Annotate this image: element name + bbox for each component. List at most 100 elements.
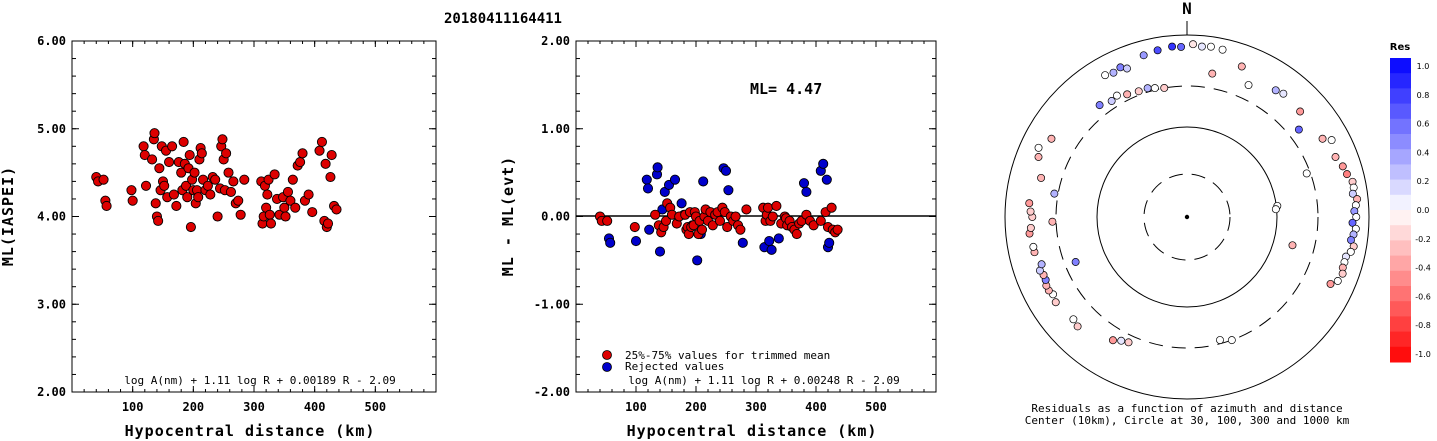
station-point — [178, 136, 189, 147]
ylabel-middle: ML - ML(evt) — [499, 156, 517, 276]
station-residual-point — [1237, 62, 1246, 71]
y-tick-label: 2.00 — [541, 34, 570, 48]
colorbar-ticks: 1.0 0.8 0.6 0.4 0.2 0.0 -0.2 -0.4 -0.6 -0.8 -1.0 — [1415, 62, 1431, 359]
y-tick-label: 4.00 — [37, 210, 66, 224]
station-residual-point — [1338, 269, 1347, 278]
colorbar-cell — [1390, 331, 1411, 348]
trimmed-point — [650, 209, 661, 220]
station-point — [265, 218, 277, 229]
station-residual-point — [1123, 90, 1132, 99]
station-point — [140, 180, 152, 191]
formula-middle: log A(nm) + 1.11 log R + 0.00248 R - 2.0… — [628, 374, 900, 387]
station-point — [147, 154, 158, 165]
colorbar-tick-label: 0.6 — [1417, 120, 1430, 129]
xlabel-left: Hypocentral distance (km) — [125, 422, 376, 440]
rejected-point — [641, 174, 652, 185]
station-residual-point — [1348, 189, 1357, 198]
rejected-point — [676, 198, 687, 209]
station-residual-point — [1108, 336, 1117, 345]
rejected-point — [692, 255, 703, 266]
colorbar-cell — [1390, 286, 1411, 302]
station-residual-point — [1069, 315, 1078, 324]
station-residual-point — [1047, 134, 1056, 143]
station-residual-point — [1026, 207, 1035, 216]
station-point — [185, 221, 196, 233]
trimmed-point — [741, 204, 752, 215]
xlabel-middle: Hypocentral distance (km) — [627, 422, 878, 440]
x-tick-label: 200 — [182, 400, 204, 414]
station-residual-point — [1271, 86, 1280, 95]
station-residual-point — [1346, 247, 1355, 256]
rejected-point — [642, 183, 654, 194]
trimmed-point — [629, 221, 640, 233]
station-point — [212, 211, 223, 222]
station-point — [196, 148, 207, 159]
station-point — [285, 195, 296, 206]
colorbar-tick-label: 0.2 — [1417, 177, 1430, 186]
colorbar-title: Res — [1390, 42, 1410, 53]
rejected-point — [723, 185, 734, 196]
station-point — [153, 215, 164, 226]
trimmed-point — [767, 211, 778, 222]
station-point — [127, 195, 138, 206]
station-residual-point — [1134, 87, 1143, 96]
legend-marker-rejected — [602, 362, 612, 372]
station-point — [331, 204, 342, 215]
station-point — [233, 195, 244, 206]
station-point — [262, 189, 273, 200]
colorbar-cell — [1390, 149, 1411, 165]
x-tick-label: 400 — [805, 400, 827, 414]
colorbar-cell — [1390, 73, 1411, 89]
station-point — [290, 202, 301, 213]
colorbar-cell — [1390, 225, 1411, 241]
x-tick-label: 300 — [243, 400, 265, 414]
rejected-point — [764, 236, 775, 247]
station-residual-point — [1123, 64, 1131, 73]
x-tick-label: 400 — [304, 400, 326, 414]
trimmed-point — [722, 221, 733, 233]
station-point — [101, 200, 112, 212]
trimmed-point — [832, 224, 843, 235]
station-point — [150, 198, 161, 209]
station-residual-point — [1107, 97, 1116, 105]
station-residual-point — [1048, 217, 1057, 226]
colorbar-cell — [1390, 118, 1411, 135]
station-residual-point — [1271, 205, 1280, 214]
colorbar-cell — [1390, 179, 1411, 196]
station-residual-point — [1348, 218, 1357, 227]
station-residual-point — [1139, 51, 1148, 60]
station-residual-point — [1034, 153, 1043, 161]
station-point — [287, 174, 298, 185]
station-point — [98, 174, 109, 185]
trimmed-point — [602, 215, 613, 226]
station-residual-point — [1143, 84, 1152, 93]
colorbar-tick-label: -0.8 — [1415, 321, 1431, 330]
circle-1000km — [1004, 34, 1370, 400]
station-point — [168, 189, 179, 200]
epicenter-dot — [1184, 214, 1190, 220]
station-point — [280, 211, 291, 222]
rejected-point — [801, 186, 812, 197]
station-residual-point — [1124, 338, 1133, 347]
station-point — [193, 192, 204, 203]
station-point — [176, 167, 187, 178]
station-residual-point — [1244, 81, 1253, 89]
x-tick-label: 100 — [625, 400, 647, 414]
rejected-point — [821, 174, 832, 185]
colorbar-tick-label: 1.0 — [1417, 62, 1430, 71]
station-residual-point — [1034, 143, 1043, 152]
ticks-left: 100 200 300 400 500 2.00 3.00 4.00 5.00 6.00 — [37, 34, 437, 414]
y-tick-label: -2.00 — [534, 385, 570, 399]
polar-caption-line1: Residuals as a function of azimuth and d… — [1031, 402, 1342, 415]
trimmed-point — [771, 200, 782, 212]
station-point — [295, 157, 306, 168]
trimmed-point — [714, 215, 726, 226]
station-residual-point — [1326, 279, 1335, 288]
colorbar-cell — [1390, 194, 1411, 211]
station-residual-point — [1302, 169, 1311, 178]
station-point — [138, 141, 149, 152]
colorbar-tick-label: -0.4 — [1415, 264, 1431, 273]
points-polar — [1025, 40, 1362, 347]
colorbar-cell — [1390, 164, 1411, 181]
trimmed-point — [815, 215, 826, 226]
